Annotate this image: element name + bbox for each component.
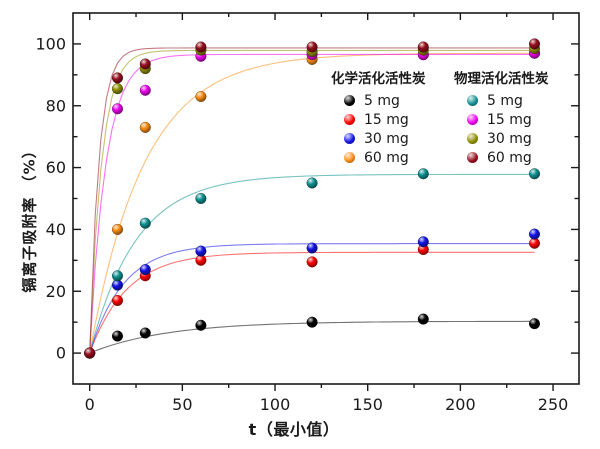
fit-curve-2: [89, 251, 535, 354]
data-point-物理活化活性炭-60 mg: [417, 41, 429, 53]
data-point-物理活化活性炭-60 mg: [306, 41, 318, 53]
data-point-化学活化活性炭-5 mg: [417, 313, 429, 325]
data-point-化学活化活性炭-5 mg: [195, 319, 207, 331]
data-point-化学活化活性炭-5 mg: [139, 327, 151, 339]
data-point-物理活化活性炭-5 mg: [417, 168, 429, 180]
data-point-物理活化活性炭-5 mg: [195, 192, 207, 204]
data-point-化学活化活性炭-5 mg: [111, 330, 123, 342]
data-point-物理活化活性炭-60 mg: [111, 72, 123, 84]
legend-marker-icon: [467, 133, 478, 144]
legend-item-物理活化活性炭-15 mg: 15 mg: [454, 110, 560, 129]
data-point-化学活化活性炭-30 mg: [111, 279, 123, 291]
legend-marker-icon: [344, 114, 355, 125]
legend-item-化学活化活性炭-30 mg: 30 mg: [331, 129, 437, 148]
x-tick-label: 50: [172, 395, 192, 414]
legend-item-label: 60 mg: [364, 149, 409, 166]
legend-marker-icon: [467, 152, 478, 163]
legend-item-label: 30 mg: [364, 130, 409, 147]
data-point-物理活化活性炭-5 mg: [529, 168, 541, 180]
legend-item-物理活化活性炭-5 mg: 5 mg: [454, 91, 560, 110]
data-point-物理活化活性炭-60 mg: [139, 58, 151, 70]
data-point-化学活化活性炭-5 mg: [529, 318, 541, 330]
legend-marker-icon: [467, 95, 478, 106]
x-axis-title-wrap: t（最小值）: [0, 416, 600, 440]
data-point-物理活化活性炭-5 mg: [139, 217, 151, 229]
y-tick-label: 80: [46, 96, 66, 115]
fit-curve-5: [89, 173, 535, 354]
legend-item-label: 60 mg: [487, 149, 532, 166]
data-point-化学活化活性炭-60 mg: [195, 90, 207, 102]
legend: 化学活化活性炭 5 mg 15 mg 30 mg 60 mg 物理活化活性炭 5 mg 15 …: [331, 67, 560, 167]
legend-item-物理活化活性炭-30 mg: 30 mg: [454, 129, 560, 148]
data-point-化学活化活性炭-30 mg: [139, 264, 151, 276]
data-point-物理活化活性炭-30 mg: [111, 83, 123, 95]
x-tick-label: 100: [260, 395, 291, 414]
x-tick-label: 0: [85, 395, 95, 414]
legend-item-label: 5 mg: [487, 92, 523, 109]
y-axis-title: 镉离子吸附率 （%）: [20, 142, 39, 293]
legend-item-label: 15 mg: [364, 111, 409, 128]
legend-group-2: 物理活化活性炭 5 mg 15 mg 30 mg 60 mg: [454, 67, 560, 167]
x-tick-label: 200: [445, 395, 476, 414]
x-tick-label: 150: [352, 395, 383, 414]
legend-marker-icon: [344, 95, 355, 106]
data-point-化学活化活性炭-60 mg: [139, 121, 151, 133]
legend-marker-icon: [344, 152, 355, 163]
legend-item-label: 15 mg: [487, 111, 532, 128]
legend-group-title: 化学活化活性炭: [331, 71, 426, 87]
legend-marker-icon: [467, 114, 478, 125]
data-point-化学活化活性炭-30 mg: [306, 242, 318, 254]
x-axis-title: t（最小值）: [248, 420, 340, 439]
data-point-化学活化活性炭-30 mg: [417, 236, 429, 248]
data-point-化学活化活性炭-30 mg: [195, 245, 207, 257]
legend-marker-icon: [344, 133, 355, 144]
data-point-化学活化活性炭-15 mg: [111, 295, 123, 307]
legend-item-label: 5 mg: [364, 92, 400, 109]
legend-group-title: 物理活化活性炭: [454, 71, 549, 87]
data-point-化学活化活性炭-5 mg: [306, 316, 318, 328]
data-point-物理活化活性炭-60 mg: [195, 41, 207, 53]
data-point-化学活化活性炭-30 mg: [529, 228, 541, 240]
legend-item-物理活化活性炭-60 mg: 60 mg: [454, 148, 560, 167]
x-tick-label: 250: [538, 395, 569, 414]
legend-item-化学活化活性炭-60 mg: 60 mg: [331, 148, 437, 167]
y-tick-label: 100: [35, 34, 66, 53]
legend-item-label: 30 mg: [487, 130, 532, 147]
legend-group-1: 化学活化活性炭 5 mg 15 mg 30 mg 60 mg: [331, 67, 437, 167]
data-point-物理活化活性炭-15 mg: [111, 103, 123, 115]
data-point-物理活化活性炭-5 mg: [111, 270, 123, 282]
y-tick-label: 0: [56, 344, 66, 363]
data-point-物理活化活性炭-5 mg: [306, 177, 318, 189]
data-point-物理活化活性炭-60 mg: [84, 347, 96, 359]
y-tick-label: 20: [46, 282, 66, 301]
y-tick-label: 60: [46, 158, 66, 177]
legend-item-化学活化活性炭-15 mg: 15 mg: [331, 110, 437, 129]
data-point-化学活化活性炭-60 mg: [111, 223, 123, 235]
data-point-化学活化活性炭-15 mg: [306, 256, 318, 268]
data-point-物理活化活性炭-15 mg: [139, 84, 151, 96]
legend-item-化学活化活性炭-5 mg: 5 mg: [331, 91, 437, 110]
y-tick-label: 40: [46, 220, 66, 239]
data-point-物理活化活性炭-60 mg: [529, 38, 541, 50]
